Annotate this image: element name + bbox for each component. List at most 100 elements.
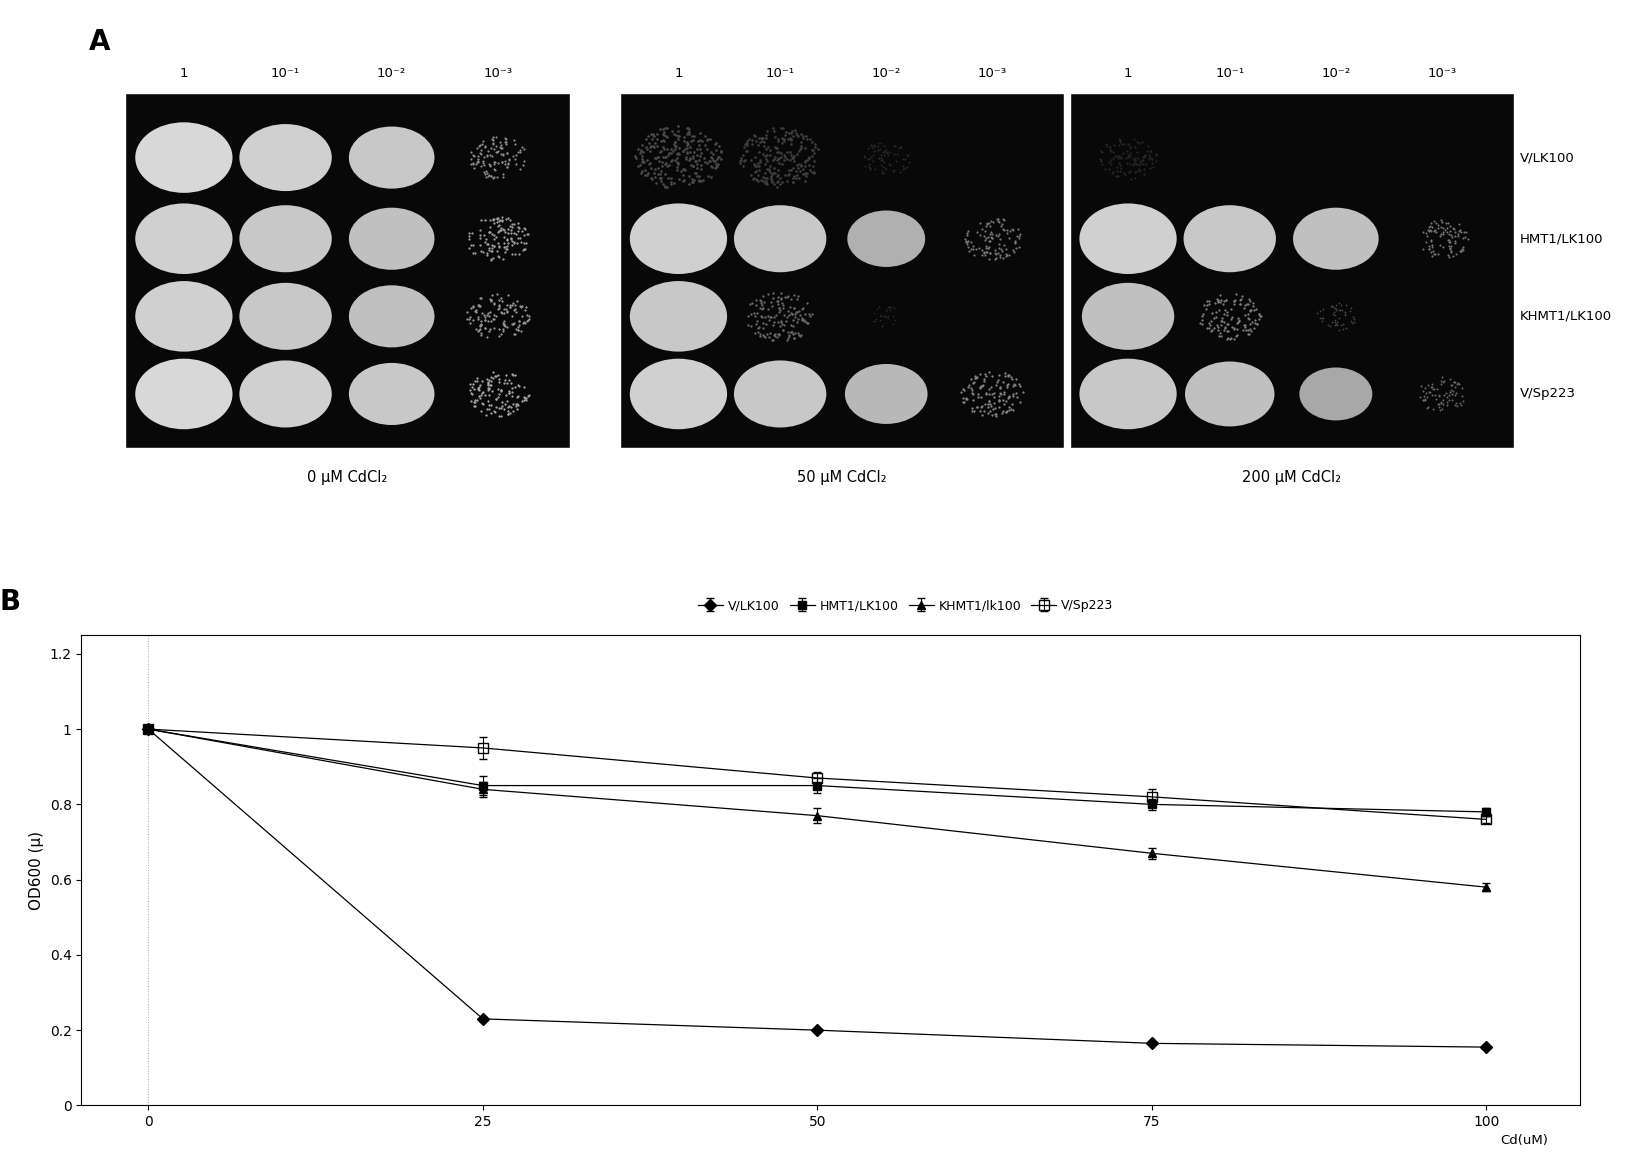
- Point: [762, 163, 788, 182]
- Point: [761, 163, 787, 182]
- Point: [793, 313, 819, 332]
- Point: [482, 366, 508, 385]
- Point: [1135, 149, 1161, 168]
- Point: [741, 168, 767, 187]
- Point: [1241, 314, 1267, 333]
- Point: [1204, 289, 1230, 308]
- Point: [1432, 383, 1458, 402]
- Point: [1445, 374, 1471, 393]
- Point: [740, 294, 766, 313]
- Point: [792, 152, 818, 171]
- Point: [775, 326, 801, 345]
- Point: [490, 238, 516, 256]
- Point: [756, 138, 782, 156]
- Point: [982, 405, 1008, 423]
- Point: [485, 406, 512, 425]
- Point: [1098, 155, 1124, 174]
- Point: [976, 249, 1002, 268]
- Point: [500, 394, 526, 413]
- Point: [1119, 155, 1145, 174]
- Point: [748, 327, 774, 346]
- Point: [487, 399, 513, 417]
- Point: [800, 158, 826, 176]
- Point: [469, 394, 495, 413]
- Point: [1427, 400, 1453, 419]
- Point: [489, 393, 515, 412]
- Point: [751, 314, 777, 333]
- Point: [787, 327, 813, 346]
- Point: [764, 292, 790, 310]
- Point: [650, 174, 676, 193]
- Point: [466, 307, 492, 326]
- Point: [748, 307, 774, 326]
- Point: [1430, 219, 1456, 238]
- Point: [484, 209, 510, 228]
- Point: [780, 173, 806, 192]
- Point: [650, 122, 676, 141]
- Point: [1417, 213, 1443, 232]
- Point: [495, 405, 521, 423]
- Point: [471, 132, 497, 151]
- Point: [767, 168, 793, 187]
- Point: [476, 400, 502, 419]
- Point: [883, 152, 909, 171]
- Point: [753, 174, 779, 193]
- Point: [502, 366, 528, 385]
- Point: [1333, 319, 1359, 338]
- Point: [764, 161, 790, 180]
- Point: [1002, 232, 1028, 250]
- Point: [508, 233, 534, 252]
- Point: [779, 121, 805, 140]
- Point: [976, 232, 1002, 250]
- Point: [479, 147, 505, 166]
- Point: [1241, 301, 1267, 320]
- Point: [963, 240, 989, 259]
- Point: [883, 312, 909, 330]
- Point: [741, 162, 767, 181]
- Point: [1323, 314, 1349, 333]
- Point: [986, 209, 1012, 228]
- Point: [759, 288, 785, 307]
- Point: [505, 312, 531, 330]
- Point: [777, 165, 803, 183]
- Point: [751, 138, 777, 156]
- Point: [495, 397, 521, 416]
- Point: [1308, 308, 1334, 327]
- Point: [673, 149, 699, 168]
- Point: [1422, 386, 1448, 405]
- Point: [766, 295, 792, 314]
- Point: [969, 377, 995, 396]
- Point: [881, 160, 907, 179]
- Point: [477, 292, 503, 310]
- Point: [767, 175, 793, 194]
- Point: [795, 314, 821, 333]
- Point: [474, 146, 500, 165]
- Point: [1412, 383, 1438, 402]
- Point: [986, 397, 1012, 416]
- Point: [757, 156, 784, 175]
- Point: [484, 212, 510, 230]
- Point: [1139, 154, 1165, 173]
- Point: [697, 167, 723, 186]
- Point: [969, 241, 995, 260]
- Point: [481, 168, 507, 187]
- Point: [476, 380, 502, 399]
- Point: [1429, 218, 1455, 236]
- Point: [678, 138, 704, 156]
- Point: [472, 310, 498, 329]
- Point: [787, 142, 813, 161]
- Point: [508, 221, 534, 240]
- Point: [989, 405, 1015, 423]
- Point: [484, 285, 510, 303]
- Point: [489, 212, 515, 230]
- Point: [876, 143, 902, 162]
- Ellipse shape: [349, 127, 435, 188]
- Point: [1447, 394, 1473, 413]
- Point: [487, 288, 513, 307]
- Point: [1419, 377, 1445, 396]
- Point: [1218, 318, 1245, 336]
- Point: [1005, 227, 1031, 246]
- Point: [458, 375, 484, 394]
- Point: [700, 145, 727, 163]
- Text: 10⁻²: 10⁻²: [1321, 67, 1350, 80]
